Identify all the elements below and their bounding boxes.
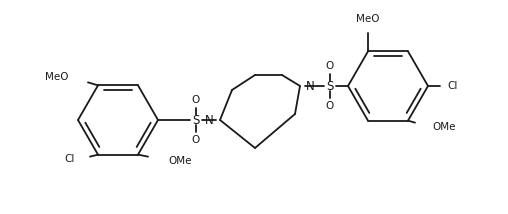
Text: Cl: Cl (65, 154, 75, 164)
Text: N: N (306, 79, 315, 92)
Text: OMe: OMe (432, 122, 456, 132)
Text: MeO: MeO (45, 72, 68, 82)
Text: N: N (205, 113, 214, 126)
Text: OMe: OMe (168, 156, 192, 166)
Text: S: S (193, 113, 200, 126)
Text: O: O (192, 95, 200, 105)
Text: Cl: Cl (447, 81, 457, 91)
Text: O: O (326, 101, 334, 111)
Text: O: O (326, 61, 334, 71)
Text: MeO: MeO (356, 14, 380, 24)
Text: O: O (192, 135, 200, 145)
Text: S: S (326, 79, 334, 92)
